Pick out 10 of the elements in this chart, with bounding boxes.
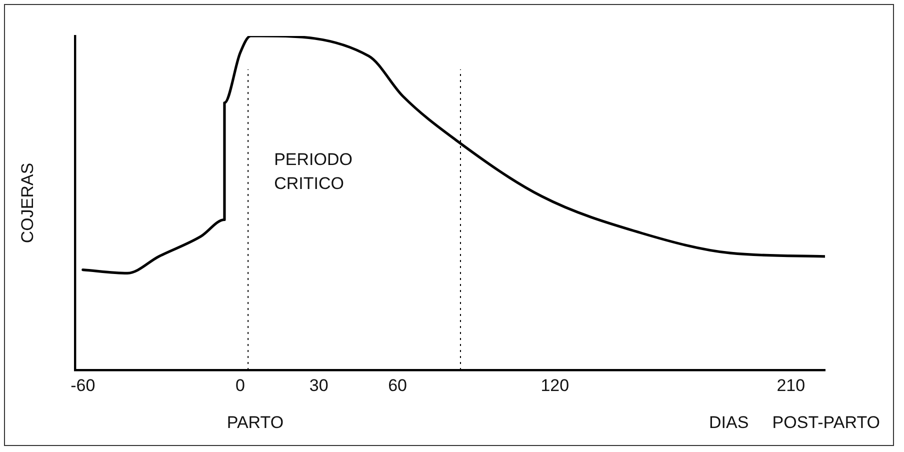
x-tick-label: -60 [70, 376, 96, 395]
x-tick-label: 210 [776, 376, 806, 395]
annotation: PERIODO CRITICO [274, 150, 352, 193]
x-tick-label: 0 [235, 376, 245, 395]
x-tick-label: 30 [309, 376, 328, 395]
x-tick-label: 120 [540, 376, 570, 395]
text: PARTO [226, 413, 284, 432]
x-tick-label: 60 [388, 376, 408, 395]
y-axis-title: COJERAS [18, 162, 37, 244]
x-axis-title: DIAS POST-PARTO [709, 413, 880, 432]
